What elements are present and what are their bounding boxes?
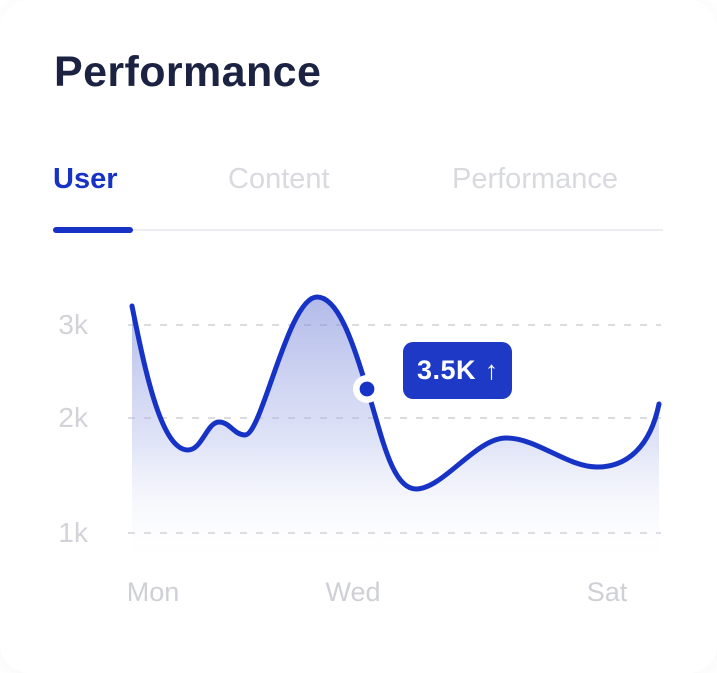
data-point-marker[interactable]: [353, 375, 381, 403]
x-axis-tick-wed: Wed: [325, 577, 381, 607]
value-tooltip: 3.5K ↑: [403, 342, 512, 399]
tooltip-value: 3.5K: [416, 355, 477, 385]
tab-performance[interactable]: Performance: [452, 163, 619, 195]
tab-user[interactable]: User: [53, 163, 118, 195]
trend-up-icon: ↑: [485, 355, 499, 385]
x-axis-tick-sat: Sat: [586, 577, 628, 607]
tab-content[interactable]: Content: [228, 163, 330, 195]
page-title: Performance: [54, 48, 322, 96]
area-fill: [132, 297, 659, 576]
y-axis-tick-2k: 2k: [58, 402, 88, 433]
x-axis-tick-mon: Mon: [126, 577, 180, 607]
tab-track-line: [53, 229, 663, 231]
y-axis-tick-1k: 1k: [58, 517, 88, 548]
series-line: [129, 294, 662, 492]
y-axis-tick-3k: 3k: [58, 309, 88, 340]
active-tab-indicator: [53, 227, 133, 233]
